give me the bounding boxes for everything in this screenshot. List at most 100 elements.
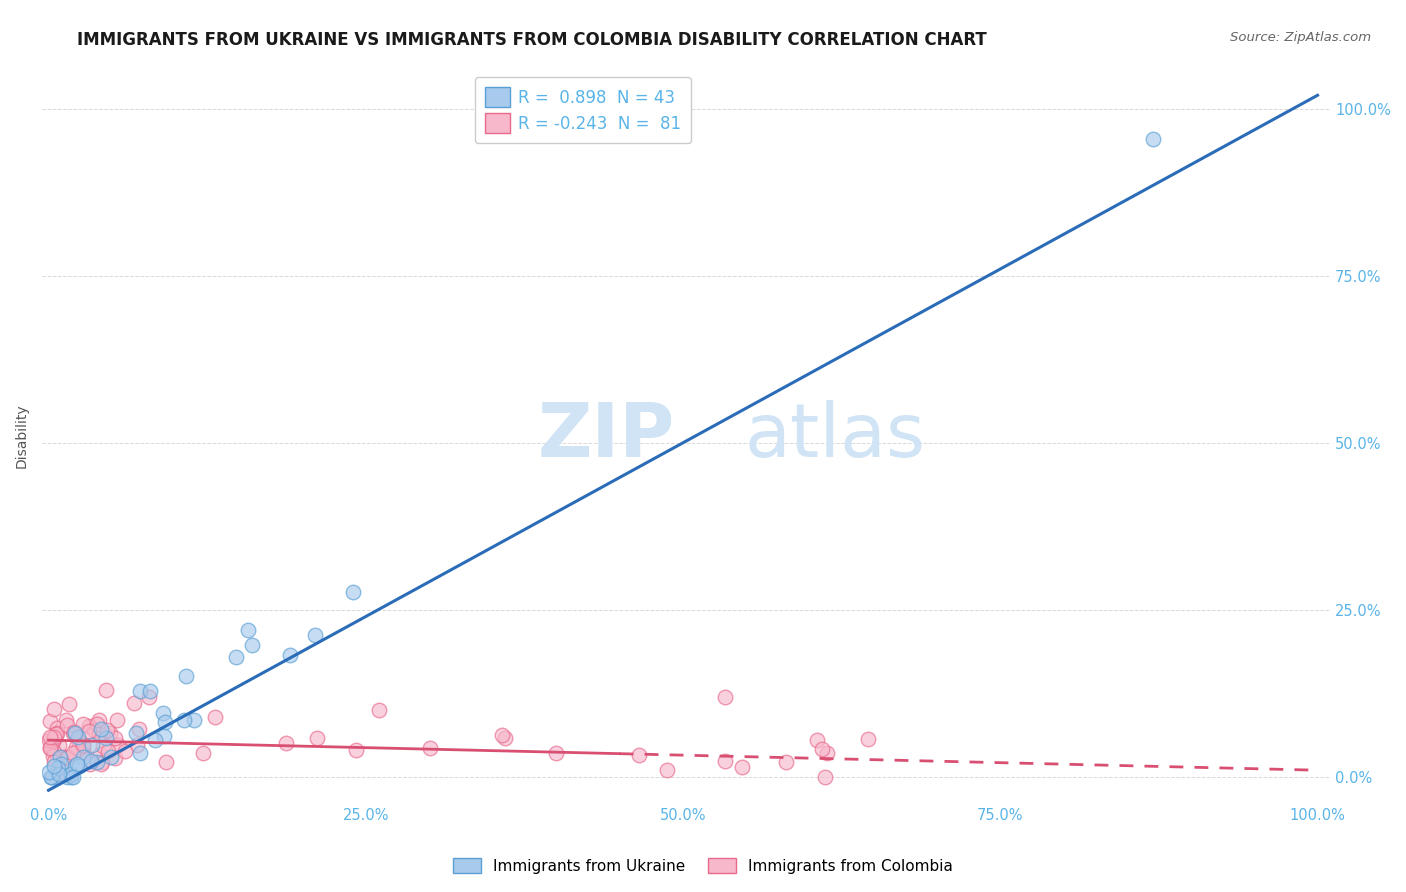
Point	[42, 745, 65, 759]
Point	[98, 725, 121, 739]
Point	[83, 723, 105, 738]
Point	[90, 722, 112, 736]
Point	[77, 723, 100, 738]
Point	[93, 727, 115, 741]
Point	[817, 747, 839, 761]
Point	[41, 770, 63, 784]
Point	[278, 648, 301, 662]
Point	[183, 714, 205, 728]
Text: Source: ZipAtlas.com: Source: ZipAtlas.com	[1230, 31, 1371, 45]
Point	[38, 765, 60, 780]
Point	[62, 747, 84, 761]
Point	[344, 743, 367, 757]
Legend: R =  0.898  N = 43, R = -0.243  N =  81: R = 0.898 N = 43, R = -0.243 N = 81	[475, 77, 692, 144]
Point	[94, 683, 117, 698]
Point	[495, 731, 517, 746]
Point	[73, 747, 96, 761]
Point	[46, 761, 69, 775]
Point	[657, 763, 679, 777]
Point	[193, 746, 215, 760]
Point	[155, 756, 177, 770]
Point	[775, 755, 797, 769]
Point	[87, 713, 110, 727]
Point	[304, 628, 326, 642]
Point	[90, 755, 112, 769]
Point	[100, 749, 122, 764]
Point	[238, 623, 260, 637]
Point	[44, 755, 66, 769]
Point	[38, 730, 60, 744]
Point	[51, 756, 73, 771]
Point	[48, 738, 70, 752]
Point	[66, 742, 89, 756]
Point	[38, 733, 60, 747]
Point	[66, 756, 89, 771]
Point	[87, 727, 110, 741]
Point	[155, 714, 177, 729]
Point	[105, 714, 128, 728]
Point	[59, 770, 82, 784]
Point	[90, 756, 112, 771]
Point	[814, 770, 837, 784]
Point	[72, 738, 94, 752]
Text: ZIP: ZIP	[538, 400, 675, 473]
Point	[41, 770, 63, 784]
Point	[91, 739, 114, 754]
Point	[128, 746, 150, 760]
Point	[80, 738, 103, 752]
Point	[368, 703, 391, 717]
Point	[66, 730, 89, 744]
Point	[42, 749, 65, 764]
Point	[39, 739, 62, 753]
Point	[127, 738, 149, 752]
Point	[89, 747, 111, 761]
Point	[491, 728, 513, 742]
Point	[811, 741, 834, 756]
Point	[139, 684, 162, 698]
Point	[713, 690, 735, 704]
Point	[204, 710, 226, 724]
Point	[72, 716, 94, 731]
Point	[143, 733, 166, 747]
Point	[125, 725, 148, 739]
Point	[307, 731, 329, 745]
Point	[806, 732, 828, 747]
Point	[79, 754, 101, 768]
Point	[173, 714, 195, 728]
Point	[152, 706, 174, 720]
Point	[342, 585, 364, 599]
Point	[97, 744, 120, 758]
Point	[56, 718, 79, 732]
Point	[45, 721, 67, 735]
Point	[58, 749, 80, 764]
Point	[44, 702, 66, 716]
Point	[104, 751, 127, 765]
Point	[96, 731, 118, 745]
Point	[79, 757, 101, 772]
Point	[153, 729, 176, 743]
Point	[55, 713, 77, 727]
Point	[731, 760, 754, 774]
Point	[38, 741, 60, 756]
Point	[1142, 131, 1164, 145]
Point	[77, 719, 100, 733]
Point	[42, 734, 65, 748]
Point	[48, 767, 70, 781]
Point	[276, 736, 298, 750]
Point	[96, 723, 118, 737]
Point	[56, 770, 79, 784]
Point	[51, 750, 73, 764]
Point	[713, 754, 735, 768]
Point	[58, 698, 80, 712]
Point	[63, 725, 86, 739]
Point	[86, 717, 108, 731]
Point	[129, 684, 152, 698]
Point	[62, 726, 84, 740]
Point	[39, 714, 62, 728]
Point	[176, 669, 198, 683]
Point	[67, 732, 90, 747]
Point	[138, 690, 160, 704]
Point	[44, 731, 66, 746]
Point	[48, 764, 70, 779]
Point	[104, 731, 127, 745]
